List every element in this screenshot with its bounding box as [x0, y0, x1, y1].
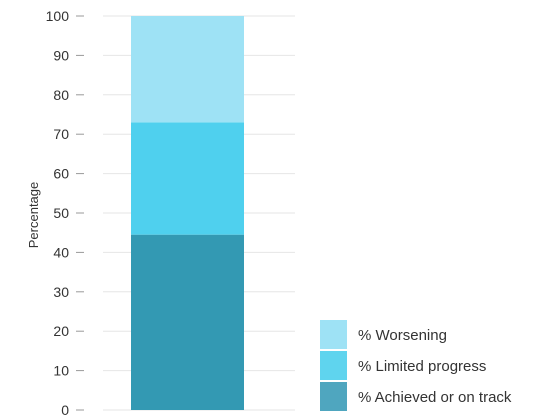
y-tick-label: 70: [53, 126, 69, 142]
legend-swatch: [320, 382, 347, 411]
bar-segment-2: [131, 122, 244, 235]
legend-label: % Worsening: [358, 327, 447, 344]
y-tick-label: 100: [46, 8, 70, 24]
y-tick-label: 0: [61, 402, 69, 416]
bar-segment-1: [131, 234, 244, 410]
legend-label: % Achieved or on track: [358, 389, 512, 406]
y-tick-label: 50: [53, 205, 69, 221]
y-axis-title: Percentage: [26, 182, 41, 249]
y-tick-label: 30: [53, 284, 69, 300]
y-tick-label: 20: [53, 323, 69, 339]
y-tick-label: 80: [53, 87, 69, 103]
legend-label: % Limited progress: [358, 358, 486, 375]
y-tick-label: 90: [53, 47, 69, 63]
y-tick-label: 60: [53, 166, 69, 182]
bars: [131, 16, 244, 410]
y-tick-label: 10: [53, 363, 69, 379]
legend: % Worsening % Limited progress % Achieved …: [320, 320, 512, 411]
bar-segment-3: [131, 16, 244, 123]
legend-swatch: [320, 320, 347, 349]
y-tick-label: 40: [53, 244, 69, 260]
y-axis: 0 10 20 30 40 50 60 70 80 90 100: [46, 8, 84, 416]
legend-swatch: [320, 351, 347, 380]
